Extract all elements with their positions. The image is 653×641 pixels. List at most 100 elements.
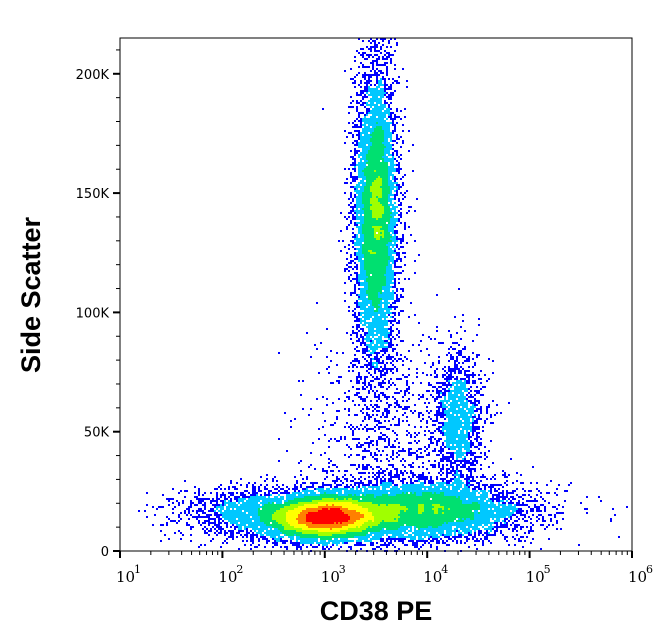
density-cell (384, 142, 386, 144)
density-cell (402, 184, 404, 186)
density-cell (346, 444, 348, 446)
density-cell (410, 302, 412, 304)
density-cell (368, 142, 370, 144)
density-cell (364, 234, 366, 236)
density-cell (302, 478, 304, 480)
density-cell (384, 262, 386, 264)
density-cell (366, 102, 368, 104)
density-cell (380, 38, 382, 40)
density-cell (360, 250, 362, 252)
density-cell (258, 486, 260, 488)
density-cell (246, 490, 248, 492)
density-cell (372, 196, 374, 198)
density-cell (438, 430, 440, 432)
density-cell (426, 486, 428, 488)
density-cell (356, 328, 358, 330)
density-cell (380, 338, 382, 340)
density-cell (368, 324, 370, 326)
density-cell (378, 258, 380, 260)
density-cell (358, 320, 360, 322)
density-cell (388, 88, 390, 90)
density-cell (440, 342, 442, 344)
density-cell (398, 442, 400, 444)
density-cell (388, 224, 390, 226)
density-cell (480, 476, 482, 478)
density-cell (454, 400, 456, 402)
density-cell (374, 164, 376, 166)
density-cell (368, 222, 370, 224)
density-cell (378, 266, 380, 268)
density-cell (392, 396, 394, 398)
density-cell (420, 420, 422, 422)
density-cell (386, 180, 388, 182)
density-cell (366, 294, 368, 296)
density-cell (448, 446, 450, 448)
density-cell (300, 394, 302, 396)
density-cell (384, 374, 386, 376)
density-cell (392, 152, 394, 154)
density-cell (328, 440, 330, 442)
density-cell (434, 448, 436, 450)
density-cell (466, 452, 468, 454)
density-cell (366, 450, 368, 452)
density-cell (356, 376, 358, 378)
density-cell (388, 444, 390, 446)
density-cell (442, 490, 444, 492)
density-cell (378, 384, 380, 386)
density-cell (454, 430, 456, 432)
density-cell (448, 416, 450, 418)
density-cell (404, 252, 406, 254)
density-cell (386, 256, 388, 258)
density-cell (372, 218, 374, 220)
density-cell (464, 380, 466, 382)
density-cell (318, 438, 320, 440)
density-cell (372, 262, 374, 264)
density-cell (468, 424, 470, 426)
density-cell (376, 466, 378, 468)
density-cell (468, 436, 470, 438)
density-cell (376, 206, 378, 208)
density-cell (446, 480, 448, 482)
density-cell (360, 82, 362, 84)
density-cell (362, 40, 364, 42)
density-cell (362, 482, 364, 484)
density-cell (398, 76, 400, 78)
density-cell (388, 286, 390, 288)
density-cell (366, 122, 368, 124)
density-cell (370, 146, 372, 148)
density-cell (340, 488, 342, 490)
density-cell (402, 234, 404, 236)
density-cell (370, 168, 372, 170)
density-cell (456, 440, 458, 442)
density-cell (448, 424, 450, 426)
density-cell (370, 242, 372, 244)
density-cell (360, 174, 362, 176)
density-cell (386, 130, 388, 132)
density-cell (364, 260, 366, 262)
density-cell (376, 440, 378, 442)
density-cell (360, 308, 362, 310)
density-cell (408, 386, 410, 388)
density-cell (452, 376, 454, 378)
density-cell (348, 204, 350, 206)
density-cell (350, 338, 352, 340)
density-cell (460, 486, 462, 488)
density-cell (400, 186, 402, 188)
density-cell (408, 450, 410, 452)
density-cell (354, 216, 356, 218)
density-cell (362, 64, 364, 66)
density-cell (344, 474, 346, 476)
density-cell (362, 176, 364, 178)
density-cell (384, 256, 386, 258)
density-cell (372, 230, 374, 232)
density-cell (366, 66, 368, 68)
density-cell (386, 68, 388, 70)
density-cell (364, 114, 366, 116)
density-cell (354, 252, 356, 254)
density-cell (438, 394, 440, 396)
density-cell (366, 210, 368, 212)
density-cell (374, 300, 376, 302)
density-cell (382, 144, 384, 146)
density-cell (380, 254, 382, 256)
density-cell (364, 486, 366, 488)
